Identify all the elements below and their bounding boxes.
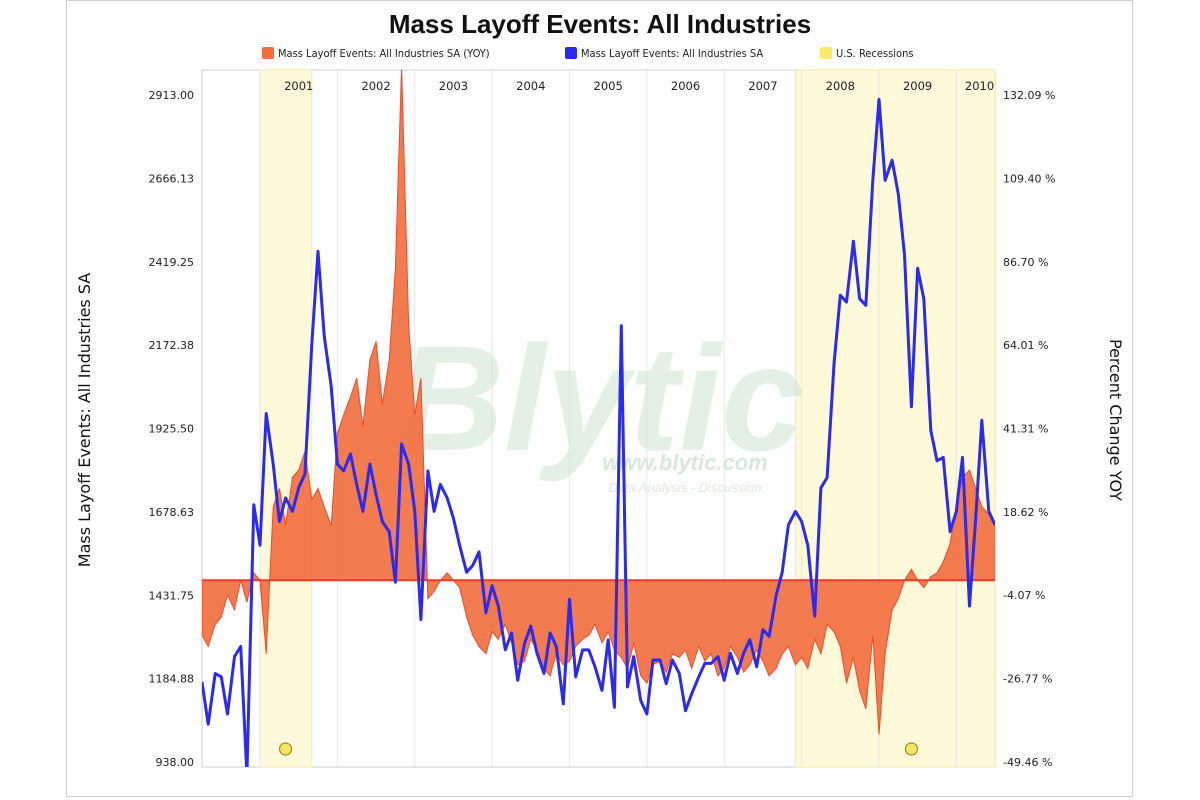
year-label: 2009 — [903, 79, 932, 93]
y-tick-label: 2913.00 — [149, 89, 195, 102]
watermark: Blytic www.blytic.com Data Analysis - Di… — [396, 314, 804, 495]
y-tick-label: 938.00 — [156, 756, 195, 769]
y2-tick-label: -49.46 % — [1003, 756, 1052, 769]
legend-label-sa: Mass Layoff Events: All Industries SA — [581, 47, 763, 60]
year-label: 2007 — [748, 79, 777, 93]
y-tick-label: 1184.88 — [149, 673, 195, 686]
legend-entry-yoy[interactable]: Mass Layoff Events: All Industries SA (Y… — [262, 47, 490, 60]
legend-swatch-sa — [565, 47, 577, 59]
legend-label-recessions: U.S. Recessions — [836, 47, 914, 60]
y-tick-label: 2666.13 — [149, 172, 195, 185]
right-axis-ticks: -49.46 % -26.77 % -4.07 % 18.62 % 41.31 % 64.… — [1003, 89, 1055, 769]
watermark-tagline: Data Analysis - Discussion — [608, 480, 761, 495]
year-labels: 2001 2002 2003 2004 2005 2006 2007 2008 2009 2010 — [284, 79, 994, 93]
legend-entry-recessions[interactable]: U.S. Recessions — [820, 47, 914, 60]
legend-swatch-yoy — [262, 47, 274, 59]
legend-entry-sa[interactable]: Mass Layoff Events: All Industries SA — [565, 47, 763, 60]
legend: Mass Layoff Events: All Industries SA (Y… — [262, 47, 914, 60]
y-tick-label: 1925.50 — [149, 423, 195, 436]
y-tick-label: 1678.63 — [149, 506, 195, 519]
y2-tick-label: 132.09 % — [1003, 89, 1055, 102]
y2-tick-label: 41.31 % — [1003, 423, 1048, 436]
year-label: 2002 — [361, 79, 390, 93]
recession-band — [794, 69, 996, 768]
y-tick-label: 1431.75 — [149, 589, 195, 602]
y-tick-label: 2419.25 — [149, 256, 195, 269]
plot-series — [202, 70, 995, 767]
y2-tick-label: 64.01 % — [1003, 339, 1048, 352]
year-label: 2005 — [594, 79, 623, 93]
legend-label-yoy: Mass Layoff Events: All Industries SA (Y… — [278, 47, 490, 60]
y2-tick-label: 18.62 % — [1003, 506, 1048, 519]
y2-tick-label: -4.07 % — [1003, 589, 1045, 602]
y2-tick-label: -26.77 % — [1003, 673, 1052, 686]
recession-marker-icon[interactable] — [279, 742, 293, 756]
year-label: 2006 — [671, 79, 700, 93]
year-label: 2010 — [965, 79, 994, 93]
series-line-sa — [202, 97, 995, 767]
y2-tick-label: 109.40 % — [1003, 172, 1055, 185]
year-label: 2003 — [439, 79, 468, 93]
year-label: 2008 — [826, 79, 855, 93]
watermark-url: www.blytic.com — [602, 450, 767, 475]
left-axis-ticks: 938.00 1184.88 1431.75 1678.63 1925.50 2172.3… — [149, 89, 195, 769]
y2-axis-title: Percent Change YOY — [1106, 339, 1125, 501]
watermark-logo: Blytic — [396, 314, 804, 482]
legend-swatch-recessions — [820, 47, 832, 59]
recession-marker-icon[interactable] — [904, 742, 918, 756]
recession-band — [259, 69, 313, 768]
recession-markers — [279, 742, 918, 756]
year-label: 2004 — [516, 79, 545, 93]
y2-tick-label: 86.70 % — [1003, 256, 1048, 269]
recession-bands — [259, 69, 996, 768]
y-axis-title: Mass Layoff Events: All Industries SA — [75, 273, 94, 568]
year-label: 2001 — [284, 79, 313, 93]
series-area-yoy — [202, 70, 995, 735]
chart-title: Mass Layoff Events: All Industries — [389, 9, 811, 39]
y-tick-label: 2172.38 — [149, 339, 195, 352]
